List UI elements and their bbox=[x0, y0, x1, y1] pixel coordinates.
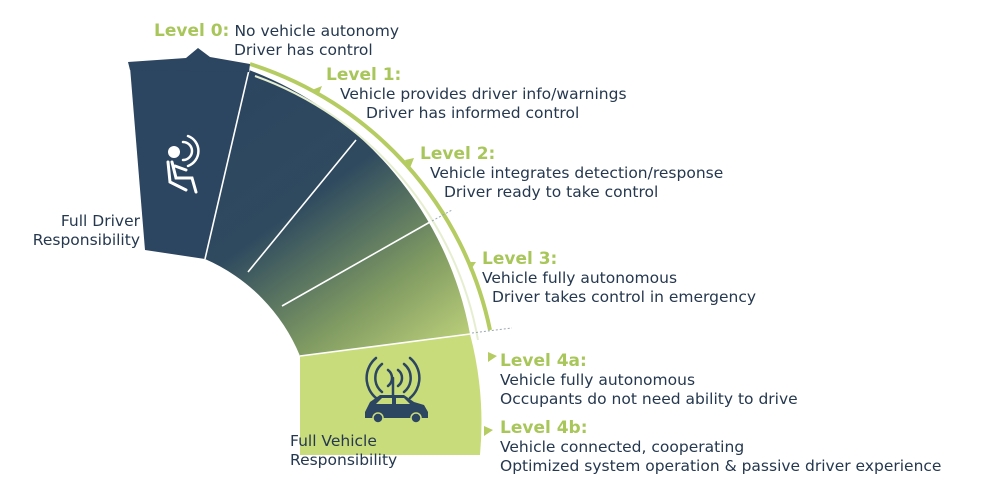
full-driver-line2: Responsibility bbox=[32, 231, 140, 249]
fan-outer-rim bbox=[254, 75, 479, 341]
level-2-text: Level 2: Vehicle integrates detection/re… bbox=[420, 145, 723, 202]
marker-level-2 bbox=[405, 158, 414, 168]
level-4a-text: Level 4a: Vehicle fully autonomous Occup… bbox=[500, 352, 798, 409]
car-window-2 bbox=[396, 398, 410, 404]
signal-arc-2 bbox=[186, 134, 200, 168]
divider-1-2 bbox=[247, 139, 357, 273]
divider-2-3 bbox=[281, 221, 431, 307]
antenna-arc-l2 bbox=[374, 362, 384, 394]
full-vehicle-line2: Responsibility bbox=[290, 451, 398, 469]
marker-level-4a bbox=[488, 352, 497, 362]
level-0-heading: Level 0: bbox=[154, 21, 230, 41]
level-1-line2: Driver has informed control bbox=[366, 104, 580, 122]
level-4b-line1: Vehicle connected, cooperating bbox=[500, 438, 745, 456]
level-4a-line2: Occupants do not need ability to drive bbox=[500, 390, 798, 408]
level-1-heading: Level 1: bbox=[326, 65, 402, 85]
marker-level-3 bbox=[467, 262, 476, 271]
fan-segment-level-4b bbox=[300, 334, 482, 455]
level-4b-heading: Level 4b: bbox=[500, 418, 588, 438]
level-3-line1: Vehicle fully autonomous bbox=[482, 269, 678, 287]
car-wheel-front bbox=[372, 412, 384, 424]
full-vehicle-responsibility-label: Full Vehicle Responsibility bbox=[290, 432, 397, 470]
driver-arm bbox=[173, 164, 188, 172]
level-2-line2: Driver ready to take control bbox=[444, 183, 659, 201]
full-driver-line1: Full Driver bbox=[60, 212, 140, 230]
driver-body bbox=[170, 160, 198, 194]
level-3-heading: Level 3: bbox=[482, 249, 558, 269]
antenna-arc-l3 bbox=[365, 356, 378, 400]
tick-3-4a bbox=[471, 327, 513, 334]
marker-level-4b bbox=[484, 426, 493, 436]
fan-segment-level-0 bbox=[130, 62, 249, 259]
antenna-arc-r2 bbox=[402, 362, 412, 394]
level-3-line2: Driver takes control in emergency bbox=[492, 288, 757, 306]
level-0-line1: No vehicle autonomy bbox=[234, 22, 400, 40]
level-0-text: Level 0: No vehicle autonomy Driver has … bbox=[154, 21, 399, 60]
full-driver-responsibility-label: Full Driver Responsibility bbox=[33, 212, 140, 250]
antenna-arc-r3 bbox=[408, 356, 421, 400]
driver-signal-icon bbox=[166, 134, 200, 194]
car-wheel-rear bbox=[410, 412, 422, 424]
level-markers bbox=[312, 86, 497, 436]
driver-seat bbox=[166, 160, 188, 192]
driver-head bbox=[168, 146, 180, 158]
signal-arc-1 bbox=[181, 140, 194, 162]
fan-dividers bbox=[204, 69, 471, 357]
level-4b-text: Level 4b: Vehicle connected, cooperating… bbox=[500, 419, 941, 476]
divider-3-4a bbox=[299, 333, 471, 357]
level-1-line1: Vehicle provides driver info/warnings bbox=[340, 85, 627, 103]
divider-ticks bbox=[431, 209, 513, 334]
level-4b-line2: Optimized system operation & passive dri… bbox=[500, 457, 942, 475]
level-2-line1: Vehicle integrates detection/response bbox=[430, 164, 724, 182]
car-window bbox=[376, 398, 392, 404]
fan-top-cap bbox=[128, 48, 250, 72]
level-0-line2: Driver has control bbox=[234, 41, 373, 59]
level-4a-line1: Vehicle fully autonomous bbox=[500, 371, 696, 389]
level-1-text: Level 1: Vehicle provides driver info/wa… bbox=[326, 66, 627, 123]
full-vehicle-line1: Full Vehicle bbox=[290, 432, 377, 450]
connected-car-icon bbox=[365, 356, 428, 424]
level-2-heading: Level 2: bbox=[420, 144, 496, 164]
fan-outer-rim-green bbox=[249, 62, 492, 331]
fan-gradient-band bbox=[205, 70, 470, 356]
marker-level-1 bbox=[312, 86, 322, 96]
level-4a-heading: Level 4a: bbox=[500, 351, 587, 371]
divider-0-1 bbox=[204, 69, 250, 260]
antenna-arc-r1 bbox=[396, 368, 404, 388]
level-3-text: Level 3: Vehicle fully autonomous Driver… bbox=[482, 250, 756, 307]
